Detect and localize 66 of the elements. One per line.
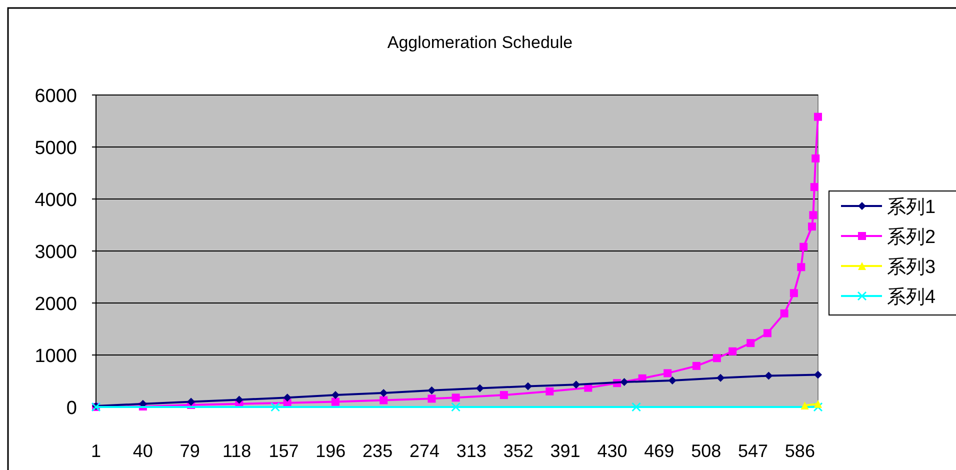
point (809, 211, 818, 220)
x-tick-label: 547 (738, 441, 768, 461)
x-tick-label: 40 (132, 441, 153, 461)
point (812, 154, 820, 162)
point (428, 386, 436, 394)
x-tick-label: 469 (644, 441, 674, 461)
point (810, 183, 818, 192)
point (451, 402, 461, 412)
point (428, 394, 436, 403)
point (500, 391, 508, 400)
legend-label: 系列2 (887, 227, 936, 248)
point (664, 369, 672, 378)
legend-label: 系列4 (887, 287, 936, 308)
point (632, 402, 642, 412)
x-tick-label: 586 (784, 441, 815, 461)
x-tick-label: 352 (503, 441, 534, 461)
point (620, 378, 628, 386)
y-tick-label: 5000 (34, 138, 77, 159)
point (668, 376, 676, 384)
x-tick-label: 274 (409, 441, 440, 461)
x-tick-label: 1 (90, 441, 102, 461)
x-tick-label: 391 (550, 441, 580, 461)
legend-label: 系列3 (887, 257, 936, 278)
x-tick-label: 430 (597, 441, 628, 461)
x-tick-label: 157 (268, 441, 299, 461)
point (524, 382, 532, 390)
title: Agglomeration Schedule (387, 33, 573, 52)
point (780, 309, 788, 318)
point (746, 339, 755, 348)
point (235, 396, 244, 404)
y-tick-label: 1000 (34, 346, 77, 367)
point (572, 380, 580, 389)
point (712, 354, 721, 362)
point (331, 391, 340, 400)
point (763, 329, 772, 338)
point (790, 289, 798, 298)
point (380, 396, 388, 404)
x-tick-label: 313 (456, 441, 486, 461)
point (270, 402, 280, 412)
point (380, 388, 388, 397)
point (716, 374, 725, 382)
x-tick-label: 79 (180, 441, 200, 461)
point (331, 398, 340, 406)
point (452, 394, 460, 402)
point (808, 222, 816, 231)
y-tick-label: 0 (66, 398, 77, 419)
y-tick-label: 3000 (34, 242, 77, 263)
y-tick-label: 2000 (34, 294, 77, 315)
point (187, 398, 196, 406)
legend-label: 系列1 (887, 197, 936, 218)
y-tick-label: 4000 (34, 190, 77, 211)
y-tick-label: 6000 (34, 86, 77, 107)
point (692, 362, 700, 370)
point (764, 372, 773, 380)
point (797, 263, 806, 272)
x-tick-label: 508 (691, 441, 722, 461)
x-tick-label: 196 (316, 441, 346, 461)
x-tick-label: 235 (362, 441, 393, 461)
point (814, 112, 822, 121)
point (800, 242, 808, 251)
point (728, 347, 737, 356)
x-tick-label: 118 (222, 441, 252, 461)
point (476, 384, 484, 392)
point (546, 387, 554, 396)
point (814, 370, 822, 379)
point (283, 394, 292, 402)
